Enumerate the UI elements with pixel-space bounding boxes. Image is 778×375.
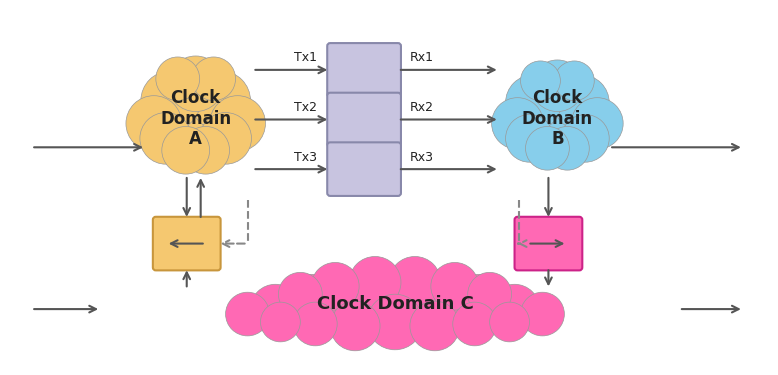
- Circle shape: [553, 75, 609, 130]
- Circle shape: [141, 71, 201, 130]
- Circle shape: [410, 269, 470, 329]
- FancyBboxPatch shape: [514, 217, 582, 270]
- Circle shape: [545, 126, 589, 170]
- Circle shape: [191, 57, 236, 100]
- Circle shape: [140, 112, 191, 164]
- Circle shape: [506, 114, 553, 162]
- Text: Clock Domain C: Clock Domain C: [317, 295, 474, 313]
- Circle shape: [492, 98, 544, 149]
- Text: Tx3: Tx3: [294, 151, 317, 164]
- Circle shape: [330, 301, 380, 351]
- Circle shape: [279, 272, 322, 316]
- Text: Rx1: Rx1: [410, 51, 434, 64]
- Circle shape: [282, 274, 338, 330]
- Circle shape: [525, 126, 569, 170]
- Text: Tx1: Tx1: [294, 51, 317, 64]
- Circle shape: [489, 302, 530, 342]
- Circle shape: [168, 56, 223, 112]
- Circle shape: [311, 262, 359, 310]
- FancyBboxPatch shape: [328, 142, 401, 196]
- Circle shape: [156, 57, 200, 100]
- Circle shape: [367, 294, 423, 350]
- Circle shape: [349, 256, 401, 308]
- Circle shape: [162, 126, 209, 174]
- Circle shape: [209, 96, 265, 151]
- Circle shape: [191, 71, 251, 130]
- Circle shape: [200, 112, 251, 164]
- Circle shape: [431, 262, 478, 310]
- Circle shape: [555, 61, 594, 100]
- Circle shape: [182, 126, 230, 174]
- Text: Tx2: Tx2: [294, 101, 317, 114]
- Text: Clock
Domain
A: Clock Domain A: [160, 89, 231, 148]
- Circle shape: [261, 302, 300, 342]
- Circle shape: [156, 79, 236, 158]
- Circle shape: [251, 284, 300, 334]
- FancyBboxPatch shape: [152, 217, 221, 270]
- Circle shape: [520, 292, 564, 336]
- Circle shape: [520, 61, 560, 100]
- Circle shape: [562, 114, 609, 162]
- Circle shape: [410, 301, 460, 351]
- Circle shape: [293, 302, 337, 346]
- Circle shape: [363, 272, 427, 336]
- Circle shape: [389, 256, 441, 308]
- Circle shape: [571, 98, 623, 149]
- Circle shape: [453, 302, 496, 346]
- Circle shape: [506, 75, 562, 130]
- FancyBboxPatch shape: [328, 43, 401, 97]
- Circle shape: [321, 269, 380, 329]
- Text: Clock
Domain
B: Clock Domain B: [522, 89, 593, 148]
- Circle shape: [126, 96, 182, 151]
- FancyBboxPatch shape: [328, 93, 401, 146]
- Circle shape: [226, 292, 269, 336]
- Circle shape: [452, 274, 507, 330]
- Circle shape: [531, 60, 584, 112]
- Circle shape: [520, 81, 595, 156]
- Text: Rx3: Rx3: [410, 151, 434, 164]
- Circle shape: [489, 284, 539, 334]
- Text: Rx2: Rx2: [410, 101, 434, 114]
- Circle shape: [468, 272, 512, 316]
